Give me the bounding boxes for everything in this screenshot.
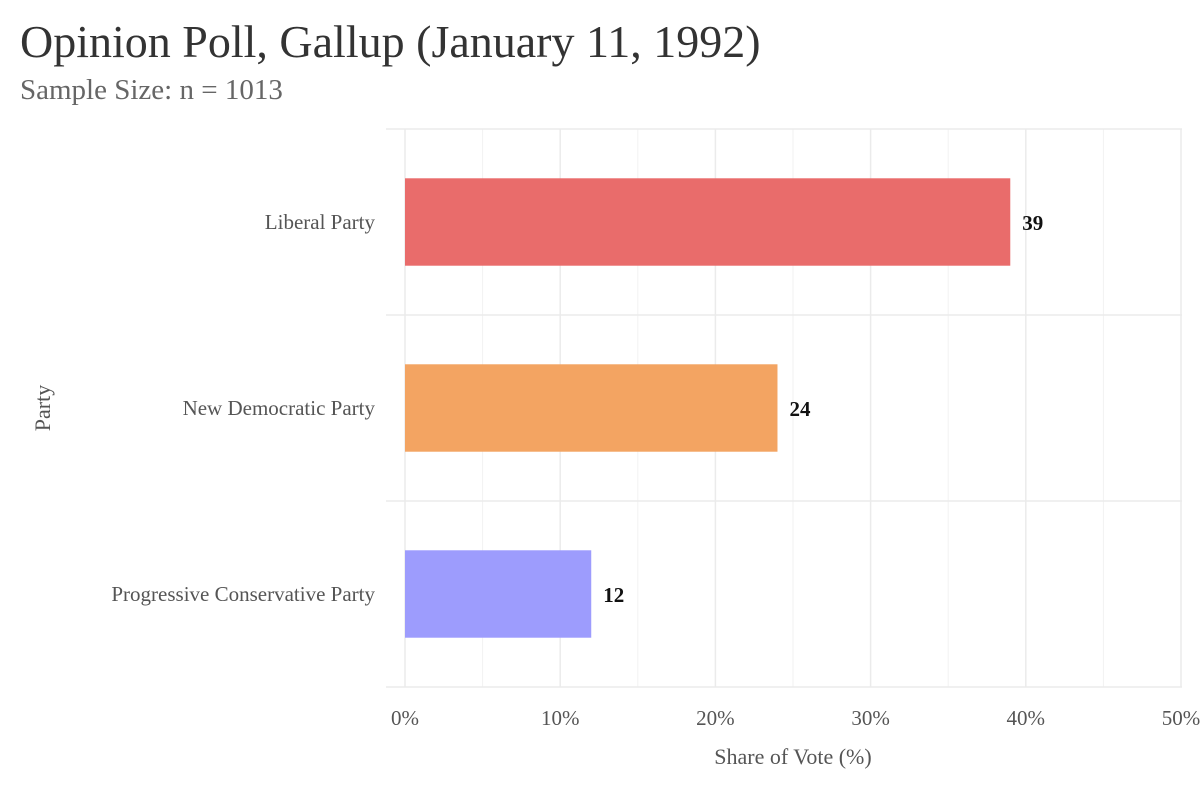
y-tick-label: New Democratic Party	[183, 396, 376, 420]
y-axis-tick-labels: Liberal Party New Democratic Party Progres…	[111, 210, 375, 606]
bar	[405, 550, 592, 638]
y-tick-label: Progressive Conservative Party	[111, 582, 375, 606]
chart-title: Opinion Poll, Gallup (January 11, 1992)	[20, 16, 761, 67]
x-tick-label: 0%	[391, 706, 419, 730]
x-tick-label: 20%	[696, 706, 735, 730]
bar-value-label: 24	[789, 397, 811, 421]
y-tick-label: Liberal Party	[265, 210, 376, 234]
x-tick-label: 10%	[541, 706, 580, 730]
bars	[405, 178, 1011, 638]
x-tick-label: 50%	[1162, 706, 1200, 730]
chart-subtitle: Sample Size: n = 1013	[20, 74, 283, 106]
x-axis-title: Share of Vote (%)	[714, 744, 871, 769]
bar-value-label: 12	[603, 583, 624, 607]
bar	[405, 178, 1011, 266]
bar	[405, 364, 778, 452]
bar-value-label: 39	[1022, 211, 1043, 235]
x-tick-label: 40%	[1007, 706, 1046, 730]
x-tick-label: 30%	[851, 706, 890, 730]
y-axis-title: Party	[30, 385, 55, 431]
x-axis-tick-labels: 0% 10% 20% 30% 40% 50%	[391, 706, 1200, 730]
value-labels: 39 24 12	[603, 211, 1043, 607]
